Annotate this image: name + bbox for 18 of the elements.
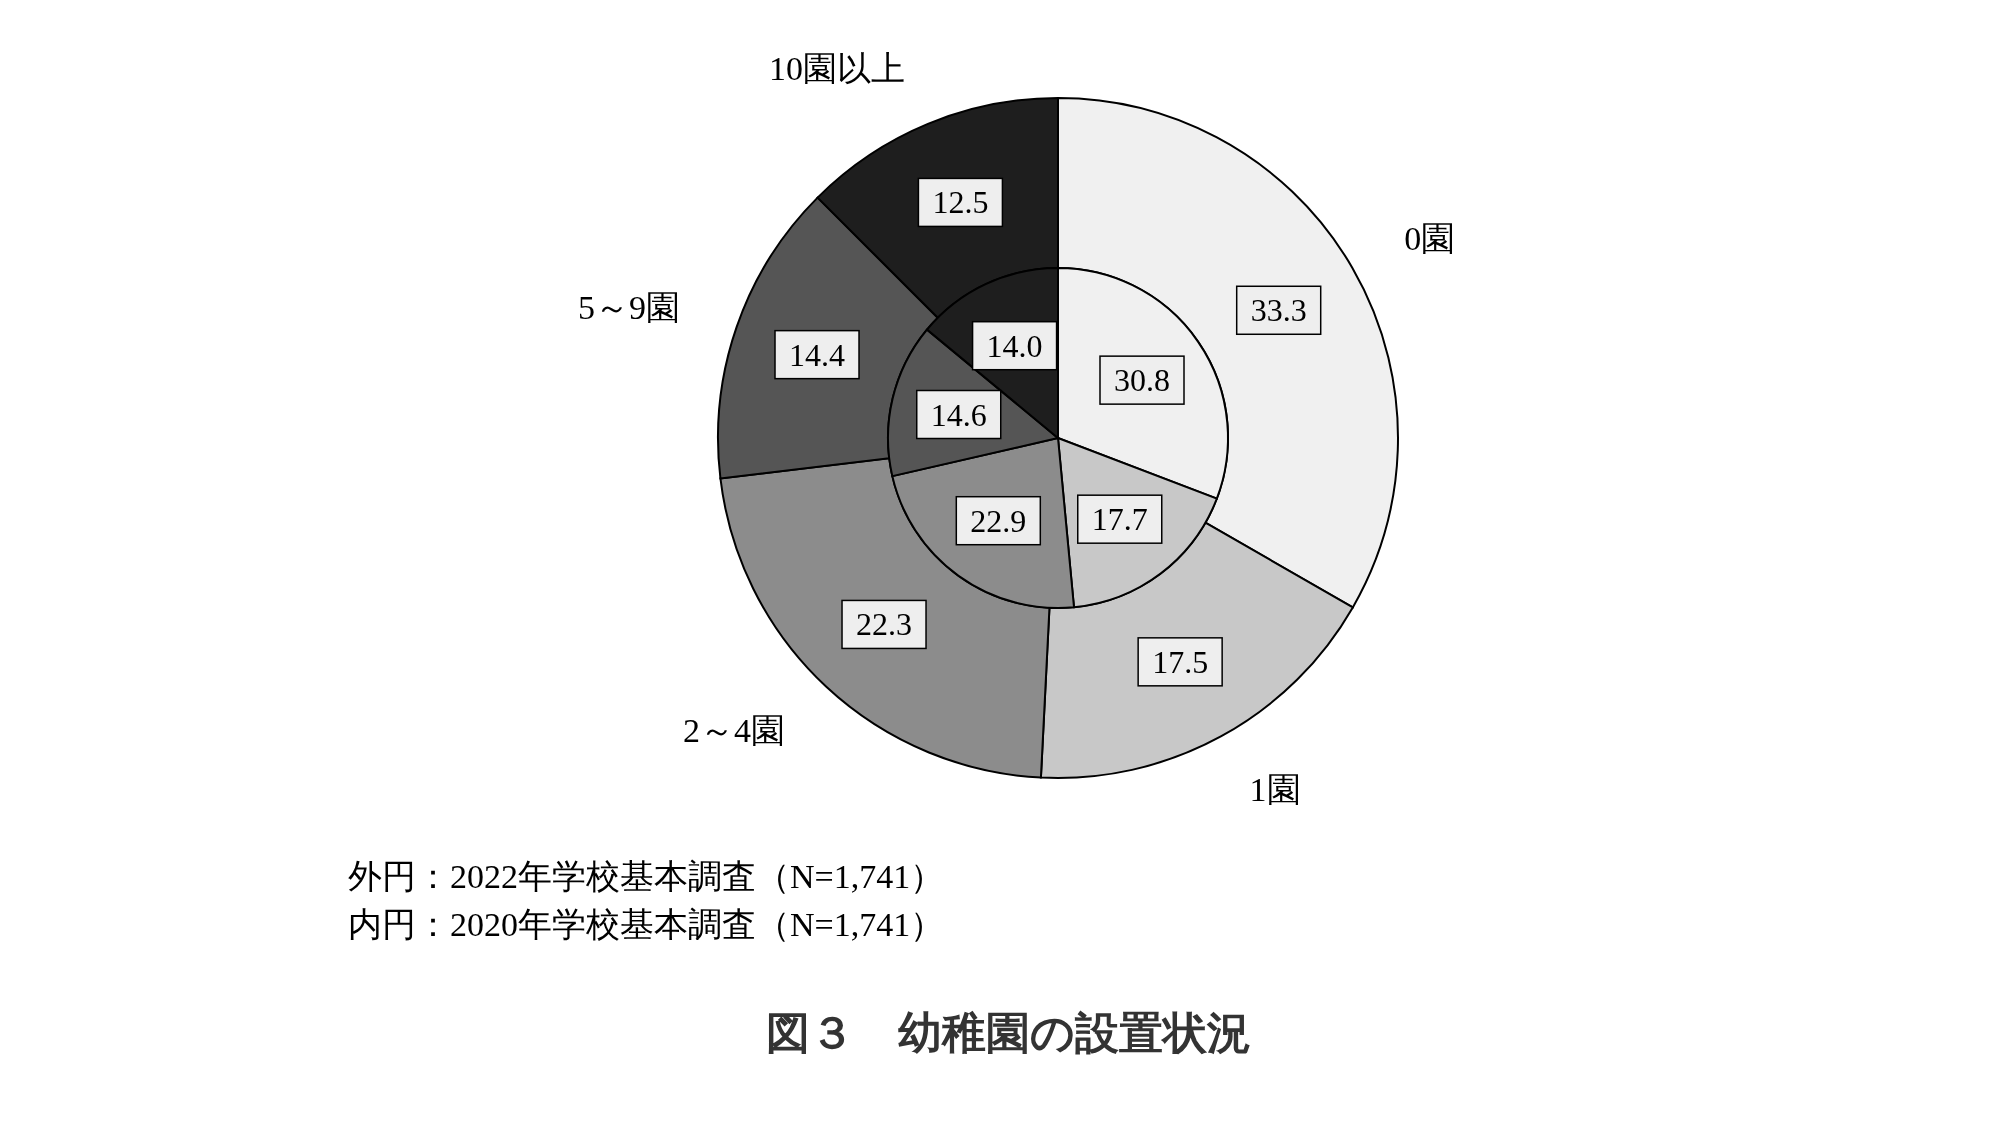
slice-label: 1園 <box>1249 771 1301 809</box>
data-label: 22.9 <box>970 502 1027 539</box>
data-label: 14.4 <box>789 336 846 373</box>
data-label: 17.5 <box>1152 643 1209 680</box>
slice-label: 2～4園 <box>683 712 786 750</box>
data-label: 12.5 <box>932 184 989 221</box>
data-label: 30.8 <box>1114 362 1170 399</box>
data-label: 22.3 <box>856 606 913 643</box>
data-label: 33.3 <box>1250 292 1307 329</box>
text: 内円：2020年学校基本調査（N=1,741） <box>348 906 945 943</box>
data-label: 14.0 <box>986 327 1043 364</box>
text: 外円：2022年学校基本調査（N=1,741） <box>348 858 945 895</box>
text: 図３ 幼稚園の設置状況 <box>765 1009 1251 1058</box>
data-label: 14.6 <box>930 396 987 433</box>
slice-label: 5～9園 <box>577 289 680 327</box>
data-label: 17.7 <box>1091 501 1148 538</box>
slice-label: 0園 <box>1404 219 1456 257</box>
slice-label: 10園以上 <box>768 50 905 88</box>
